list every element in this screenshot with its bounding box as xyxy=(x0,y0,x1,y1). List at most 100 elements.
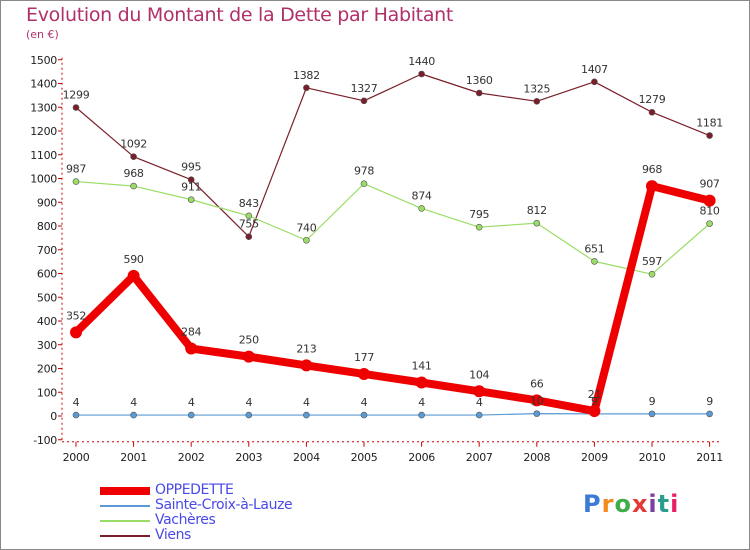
legend-label-oppedette: OPPEDETTE xyxy=(155,482,234,498)
data-point xyxy=(591,78,598,86)
logo-letter: r xyxy=(601,490,615,518)
data-point xyxy=(646,180,658,193)
legend-swatch-viens xyxy=(100,535,150,537)
data-point xyxy=(475,223,483,231)
data-label: 9 xyxy=(649,395,656,408)
data-label: 352 xyxy=(66,309,86,322)
data-point xyxy=(185,342,198,355)
y-tick-label: 100 xyxy=(37,386,57,399)
data-point xyxy=(706,220,713,227)
y-tick-label: 1100 xyxy=(30,149,57,162)
data-point xyxy=(187,176,195,183)
data-label: 9 xyxy=(591,395,598,408)
data-label: 213 xyxy=(296,342,316,355)
data-label: 1299 xyxy=(63,88,90,101)
data-label: 1440 xyxy=(408,55,435,68)
y-tick-label: 600 xyxy=(37,268,57,281)
series-line-3 xyxy=(75,73,711,238)
data-point xyxy=(648,108,656,116)
data-label: 1325 xyxy=(523,82,550,95)
data-label: 4 xyxy=(130,396,137,409)
y-tick-label: 1000 xyxy=(30,173,57,186)
data-point xyxy=(473,385,486,398)
data-label: 968 xyxy=(642,163,662,176)
y-tick-label: 800 xyxy=(37,220,57,233)
legend-item-viens: Viens xyxy=(100,527,360,544)
y-tick-label: 1200 xyxy=(30,125,57,138)
data-point xyxy=(418,205,425,212)
series-line-0 xyxy=(72,182,714,416)
data-label: 1407 xyxy=(581,63,608,76)
legend-swatch-sainte-croix xyxy=(100,505,150,507)
data-label: 911 xyxy=(181,181,201,194)
y-tick-label: 200 xyxy=(37,363,57,376)
data-point xyxy=(415,376,428,389)
data-point xyxy=(187,411,195,419)
data-point xyxy=(130,182,137,190)
data-point xyxy=(130,153,137,160)
data-label: 66 xyxy=(530,377,544,390)
data-label: 10 xyxy=(530,395,544,408)
x-tick-label: 2011 xyxy=(696,451,723,464)
chart-title: Evolution du Montant de la Dette par Hab… xyxy=(26,4,454,26)
data-label: 1181 xyxy=(696,117,723,130)
data-label: 810 xyxy=(700,205,720,218)
data-label: 1327 xyxy=(351,82,378,95)
data-label: 4 xyxy=(476,396,483,409)
x-tick-label: 2005 xyxy=(351,451,378,464)
data-point xyxy=(127,269,140,282)
data-label: 4 xyxy=(188,396,195,409)
x-tick-label: 2004 xyxy=(293,451,320,464)
data-label: 995 xyxy=(181,161,201,174)
y-tick-label: 1300 xyxy=(30,101,57,114)
data-label: 4 xyxy=(418,396,425,409)
x-tick-label: 2008 xyxy=(523,451,550,464)
series-line-2 xyxy=(75,180,711,275)
data-point xyxy=(303,84,310,92)
data-label: 795 xyxy=(469,208,489,221)
data-point xyxy=(72,104,80,111)
data-point xyxy=(591,258,598,265)
data-point xyxy=(360,180,368,188)
legend-label-viens: Viens xyxy=(155,527,191,543)
legend: OPPEDETTE Sainte-Croix-à-Lauze Vachères … xyxy=(100,482,360,544)
data-label: 1279 xyxy=(639,93,666,106)
logo-letter: i xyxy=(670,490,680,518)
x-tick-label: 2002 xyxy=(178,451,205,464)
data-label: 4 xyxy=(73,396,80,409)
legend-item-sainte-croix: Sainte-Croix-à-Lauze xyxy=(100,497,360,514)
data-point xyxy=(360,411,368,419)
series-line-1 xyxy=(75,413,711,416)
data-label: 987 xyxy=(66,163,86,176)
data-point xyxy=(475,411,483,419)
data-point xyxy=(588,405,601,418)
y-tick-label: 1500 xyxy=(30,54,57,67)
y-tick-label: 700 xyxy=(37,244,57,257)
legend-swatch-vacheres xyxy=(100,520,150,522)
data-label: 284 xyxy=(181,326,201,339)
data-label: 9 xyxy=(706,395,713,408)
data-label: 968 xyxy=(124,167,144,180)
x-tick-label: 2001 xyxy=(120,451,147,464)
data-label: 651 xyxy=(584,242,604,255)
data-point xyxy=(533,410,541,417)
data-point xyxy=(648,410,656,418)
x-tick-label: 2006 xyxy=(408,451,435,464)
legend-item-oppedette: OPPEDETTE xyxy=(100,482,360,499)
data-point xyxy=(130,411,137,419)
data-point xyxy=(360,97,368,105)
data-point xyxy=(648,270,656,278)
data-label: 978 xyxy=(354,165,374,178)
logo-letter: o xyxy=(614,490,632,518)
data-point xyxy=(706,410,713,418)
y-tick-label: 1400 xyxy=(30,78,57,91)
data-label: 141 xyxy=(412,360,432,373)
legend-swatch-oppedette xyxy=(100,487,150,495)
x-tick-label: 2010 xyxy=(639,451,666,464)
x-tick-label: 2007 xyxy=(466,451,493,464)
data-label: 4 xyxy=(245,396,252,409)
data-point xyxy=(703,194,716,207)
data-label: 597 xyxy=(642,255,662,268)
logo-letter: P xyxy=(583,490,602,518)
